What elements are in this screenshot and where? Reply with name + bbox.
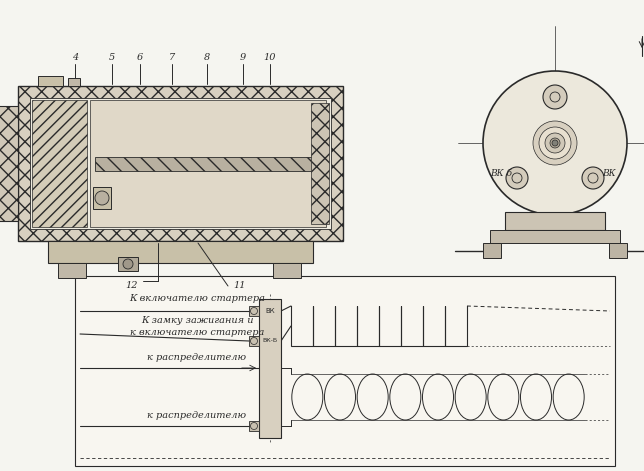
Text: ВК б: ВК б [490, 169, 512, 178]
Text: 8: 8 [204, 54, 210, 63]
Text: ВК: ВК [265, 308, 275, 314]
Text: ВК: ВК [602, 169, 616, 178]
Text: к распределителю: к распределителю [147, 353, 247, 362]
Bar [68, 78, 80, 86]
Bar [32, 100, 87, 227]
Text: 10: 10 [264, 54, 276, 63]
Text: 12: 12 [126, 282, 138, 291]
Circle shape [550, 138, 560, 148]
Text: к включателю стартера: к включателю стартера [130, 328, 264, 337]
Bar [609, 243, 627, 258]
Bar [58, 263, 86, 278]
Bar [38, 76, 63, 86]
Circle shape [123, 259, 133, 269]
Circle shape [533, 121, 577, 165]
Bar [490, 230, 620, 243]
Bar [118, 257, 138, 271]
Text: ВК-Б: ВК-Б [263, 339, 278, 343]
Bar [0, 106, 18, 221]
Bar [75, 276, 615, 466]
Text: 7: 7 [169, 54, 175, 63]
Bar [90, 100, 326, 227]
Bar [95, 157, 319, 171]
Bar [259, 299, 281, 438]
Bar [30, 98, 331, 229]
Circle shape [545, 133, 565, 153]
Bar [48, 241, 313, 263]
Bar [249, 421, 259, 431]
Text: 5: 5 [109, 54, 115, 63]
Circle shape [552, 140, 558, 146]
Bar [483, 243, 501, 258]
Text: 4: 4 [72, 54, 78, 63]
Circle shape [95, 191, 109, 205]
Text: 6: 6 [137, 54, 143, 63]
Text: 11: 11 [233, 282, 245, 291]
Bar [311, 103, 329, 224]
Bar [18, 86, 343, 241]
Text: К включателю стартера: К включателю стартера [129, 294, 265, 303]
Text: 9: 9 [240, 54, 246, 63]
Circle shape [543, 85, 567, 109]
Bar [505, 212, 605, 230]
Bar [273, 263, 301, 278]
Circle shape [506, 167, 528, 189]
Bar [249, 336, 259, 346]
Circle shape [539, 127, 571, 159]
Bar [249, 306, 259, 316]
Circle shape [582, 167, 604, 189]
Bar [93, 187, 111, 209]
Circle shape [483, 71, 627, 215]
Text: к распределителю: к распределителю [147, 411, 247, 420]
Text: К замку зажигания и: К замку зажигания и [141, 316, 253, 325]
